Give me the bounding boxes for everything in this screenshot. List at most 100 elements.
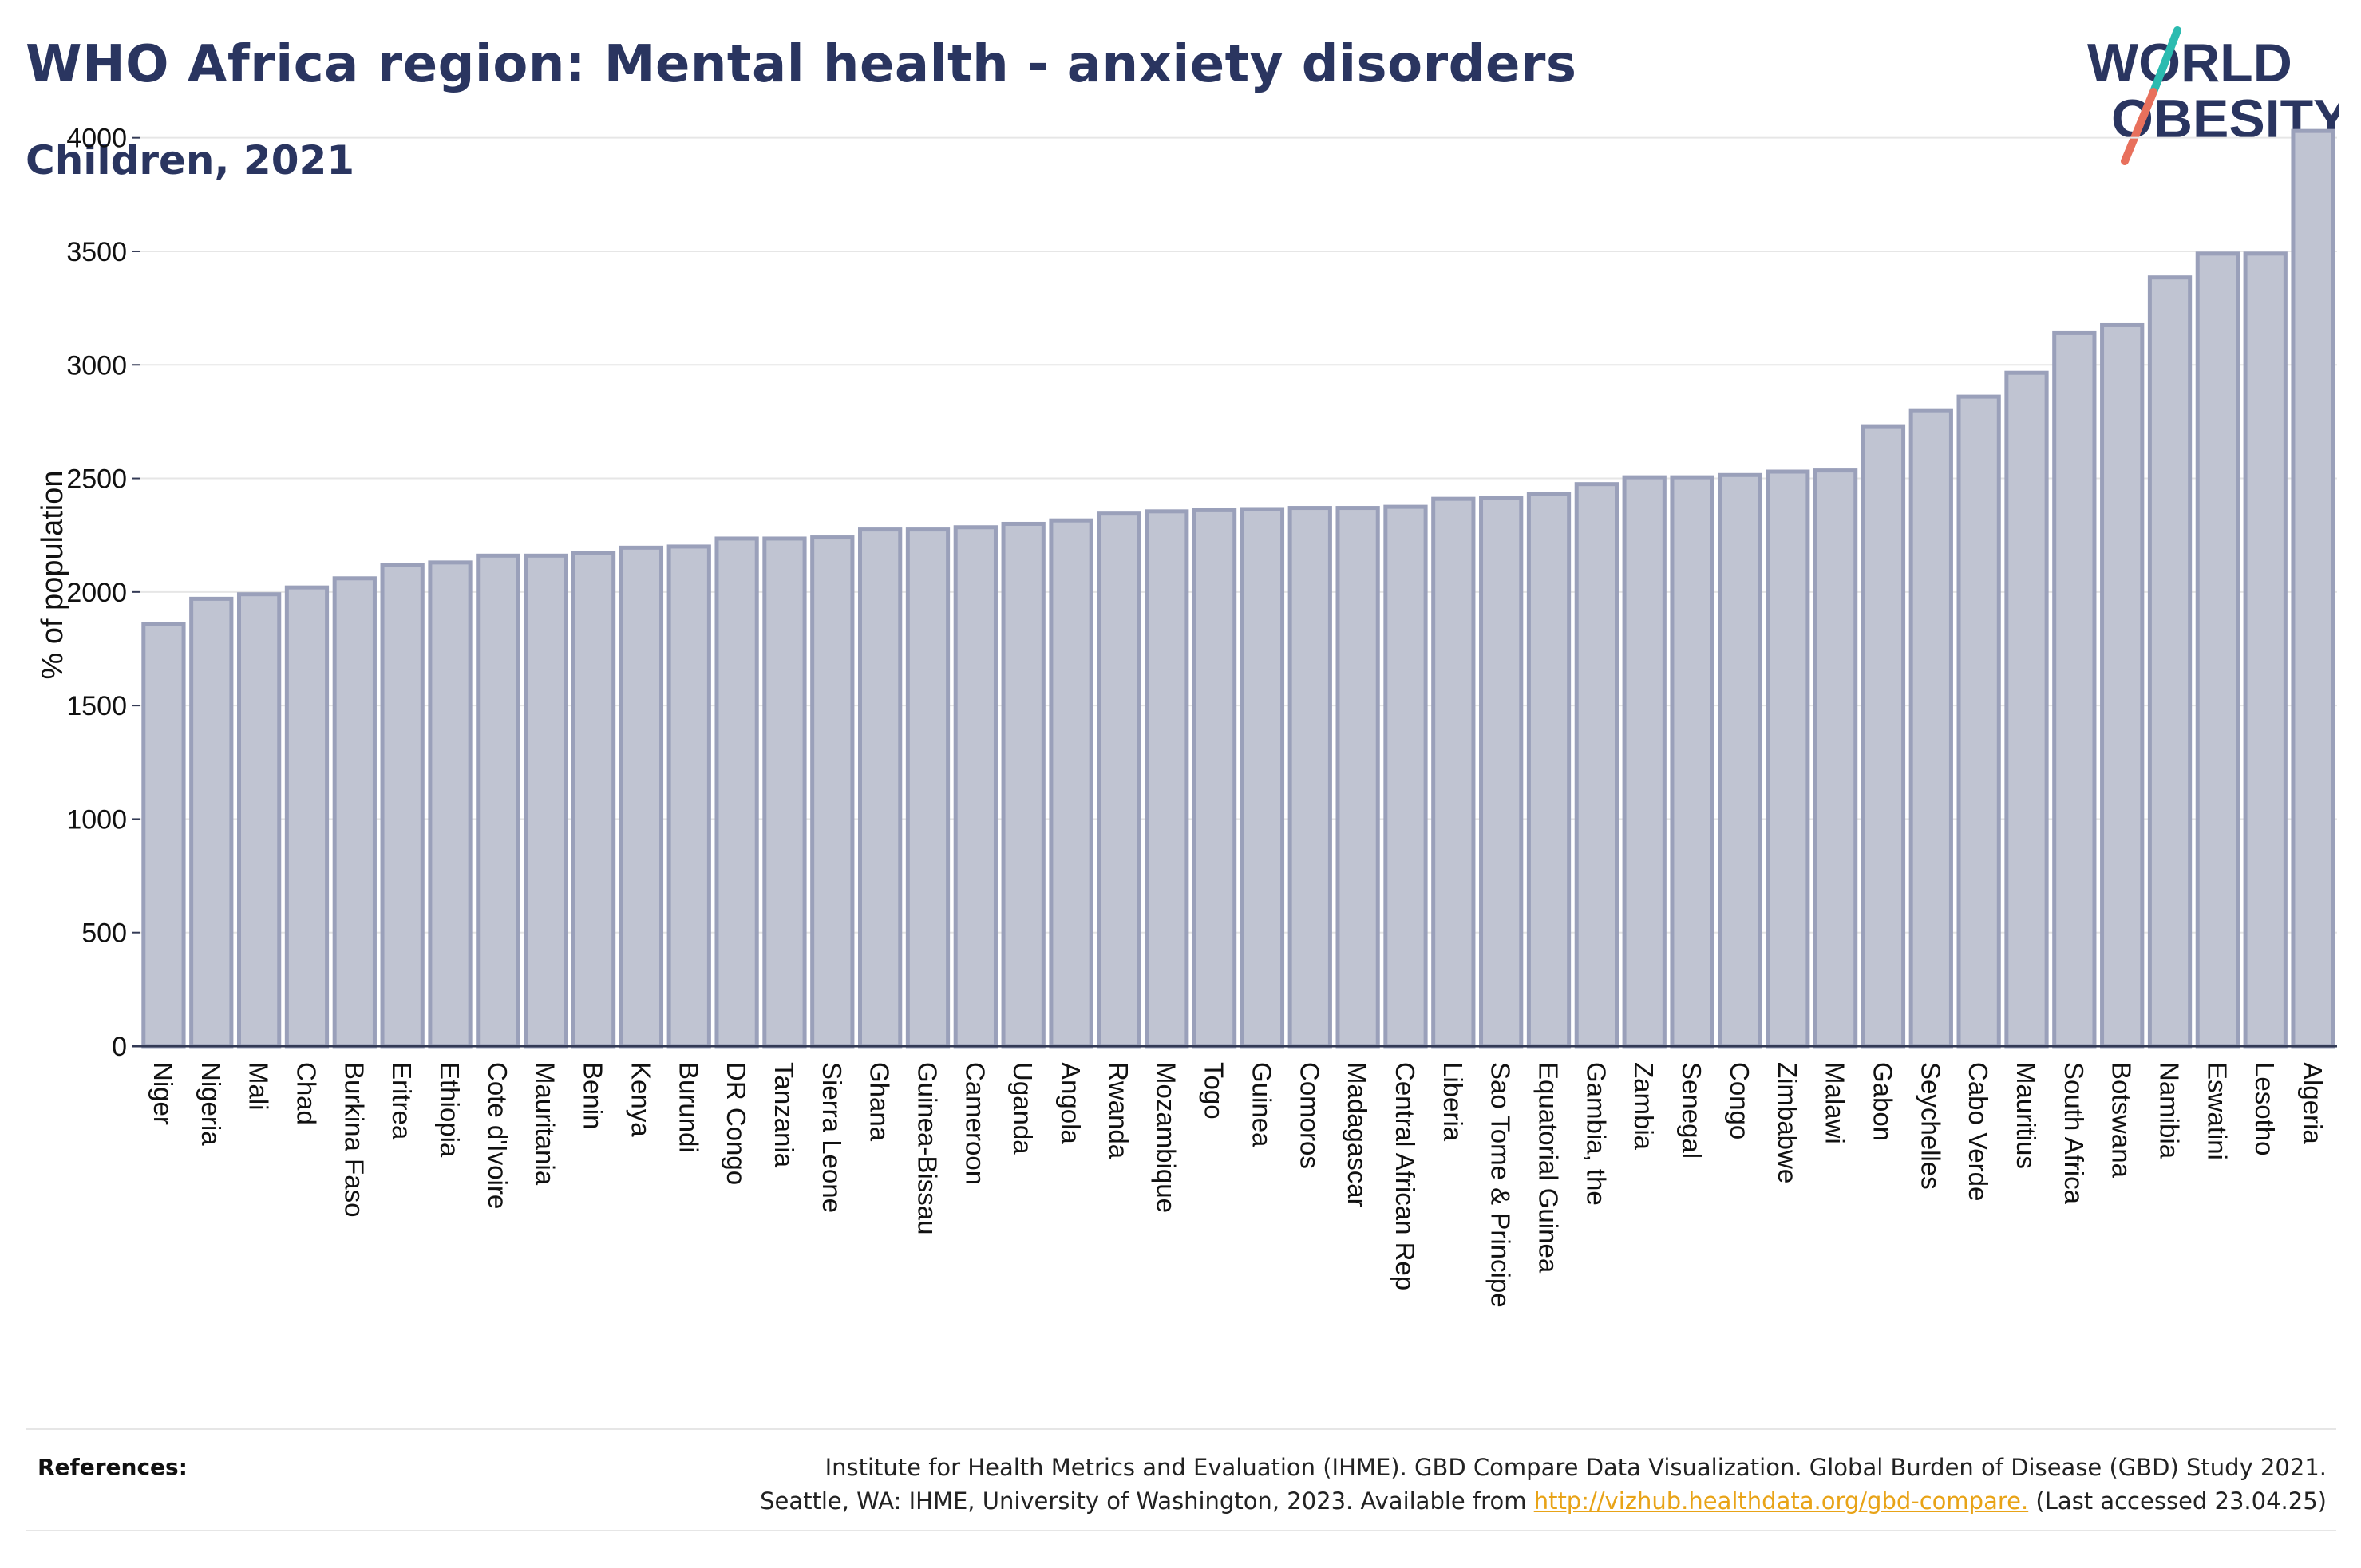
x-tick-label: Botswana xyxy=(2107,1062,2137,1179)
x-tick-label: Lesotho xyxy=(2250,1062,2280,1155)
x-tick-label: DR Congo xyxy=(722,1062,751,1185)
bar-guinea-bissau xyxy=(905,527,951,1049)
logo-text-world: WORLD xyxy=(2087,33,2292,93)
x-tick-label: Gambia, the xyxy=(1581,1062,1611,1206)
bar-rwanda xyxy=(1097,511,1141,1049)
x-tick-label: Gabon xyxy=(1868,1062,1897,1141)
bar-chad xyxy=(284,585,330,1049)
x-tick-label: Mali xyxy=(244,1062,274,1111)
y-tick-labels: 0 500 1000 1500 2000 2500 3000 3500 4000 xyxy=(66,124,140,1062)
y-axis-label: % of population xyxy=(36,471,69,680)
x-tick-label: Burkina Faso xyxy=(339,1062,369,1217)
chart-title: WHO Africa region: Mental health - anxie… xyxy=(26,35,1577,94)
bar-central-african-rep xyxy=(1383,504,1428,1049)
references-text: Institute for Health Metrics and Evaluat… xyxy=(760,1451,2327,1518)
bar-tanzania xyxy=(762,536,807,1049)
bar-burkina-faso xyxy=(332,576,377,1049)
x-tick-label: Uganda xyxy=(1008,1062,1038,1155)
bar-guinea xyxy=(1240,507,1285,1049)
bar-botswana xyxy=(2100,322,2145,1049)
x-tick-label: Cabo Verde xyxy=(1964,1062,1993,1201)
x-tick-label: Rwanda xyxy=(1104,1062,1133,1159)
x-tick-label: Algeria xyxy=(2298,1062,2327,1144)
references-label: References: xyxy=(38,1454,188,1480)
bar-layer xyxy=(141,128,2335,1049)
y-tick-label: 1500 xyxy=(66,691,127,721)
bar-togo xyxy=(1192,508,1237,1049)
x-tick-label: Cameroon xyxy=(960,1062,990,1185)
bar-gambia-the xyxy=(1574,482,1619,1049)
bar-sao-tome-principe xyxy=(1479,496,1524,1049)
x-tick-label: Tanzania xyxy=(769,1062,799,1168)
bar-equatorial-guinea xyxy=(1526,492,1572,1049)
y-tick-label: 0 xyxy=(112,1032,127,1062)
bar-niger xyxy=(141,622,186,1049)
x-tick-label: Sao Tome & Principe xyxy=(1486,1062,1516,1308)
x-tick-label: Mauritius xyxy=(2011,1062,2041,1169)
bar-dr-congo xyxy=(714,536,759,1049)
bar-malawi xyxy=(1813,468,1858,1049)
x-tick-label: Congo xyxy=(1725,1062,1754,1139)
x-tick-label: Togo xyxy=(1200,1062,1229,1120)
bar-angola xyxy=(1049,518,1093,1049)
x-tick-label: Comoros xyxy=(1295,1062,1324,1169)
x-tick-label: Eswatini xyxy=(2202,1062,2232,1160)
bar-lesotho xyxy=(2243,251,2288,1049)
x-tick-label: Nigeria xyxy=(196,1062,226,1146)
bar-cabo-verde xyxy=(1956,394,2001,1049)
references-panel: References: Institute for Health Metrics… xyxy=(26,1428,2336,1531)
reference-line-1: Institute for Health Metrics and Evaluat… xyxy=(825,1454,2327,1481)
bar-zimbabwe xyxy=(1766,469,1810,1049)
bar-mali xyxy=(236,592,282,1049)
x-tick-label: Malawi xyxy=(1821,1062,1850,1144)
x-tick-label: Benin xyxy=(579,1062,608,1129)
bar-namibia xyxy=(2147,275,2193,1049)
x-tick-label: Angola xyxy=(1056,1062,1086,1144)
logo-slash-red xyxy=(2121,88,2157,165)
reference-line-2-prefix: Seattle, WA: IHME, University of Washing… xyxy=(760,1487,1534,1515)
x-tick-label: South Africa xyxy=(2059,1062,2089,1205)
bar-south-africa xyxy=(2052,330,2097,1049)
x-tick-label: Kenya xyxy=(626,1062,655,1137)
bar-algeria xyxy=(2291,128,2335,1049)
x-tick-label: Sierra Leone xyxy=(817,1062,847,1213)
reference-line-2-suffix: (Last accessed 23.04.25) xyxy=(2028,1487,2327,1515)
bar-congo xyxy=(1718,472,1762,1049)
bar-mauritius xyxy=(2004,370,2049,1049)
bar-mozambique xyxy=(1145,509,1189,1049)
x-tick-label: Liberia xyxy=(1438,1062,1468,1142)
x-tick-label: Mauritania xyxy=(531,1062,560,1186)
y-tick-label: 500 xyxy=(81,918,127,949)
world-obesity-logo: WORLD OBESITY xyxy=(2087,26,2339,165)
bar-ethiopia xyxy=(428,560,473,1049)
bar-sierra-leone xyxy=(810,535,855,1049)
bar-gabon xyxy=(1861,424,1906,1049)
bar-uganda xyxy=(1001,521,1046,1049)
x-tick-label: Zambia xyxy=(1629,1062,1659,1151)
y-tick-label: 3500 xyxy=(66,237,127,267)
bar-benin xyxy=(571,551,616,1049)
x-tick-label: Namibia xyxy=(2155,1062,2185,1159)
reference-line-2: Seattle, WA: IHME, University of Washing… xyxy=(760,1484,2327,1518)
x-tick-label: Zimbabwe xyxy=(1773,1062,1802,1183)
bar-seychelles xyxy=(1908,408,1953,1049)
y-tick-label: 2000 xyxy=(66,578,127,608)
bar-comoros xyxy=(1287,506,1332,1049)
x-tick-label: Madagascar xyxy=(1343,1062,1372,1207)
y-tick-label: 2500 xyxy=(66,464,127,495)
bar-nigeria xyxy=(189,596,234,1049)
reference-link[interactable]: http://vizhub.healthdata.org/gbd-compare… xyxy=(1533,1487,2029,1515)
x-tick-label: Cote d'Ivoire xyxy=(483,1062,512,1209)
bar-eswatini xyxy=(2195,251,2240,1049)
x-tick-label: Guinea xyxy=(1247,1062,1276,1147)
x-tick-label: Central African Rep xyxy=(1390,1062,1420,1290)
bar-eritrea xyxy=(380,563,425,1049)
x-tick-label: Burundi xyxy=(674,1062,703,1153)
x-tick-labels: Niger Nigeria Mali Chad Burkina Faso Eritrea E… xyxy=(148,1062,2327,1308)
bar-liberia xyxy=(1431,496,1476,1049)
x-tick-label: Niger xyxy=(148,1062,178,1125)
y-tick-label: 4000 xyxy=(66,124,127,154)
bar-madagascar xyxy=(1335,506,1380,1049)
bar-cameroon xyxy=(953,525,998,1049)
